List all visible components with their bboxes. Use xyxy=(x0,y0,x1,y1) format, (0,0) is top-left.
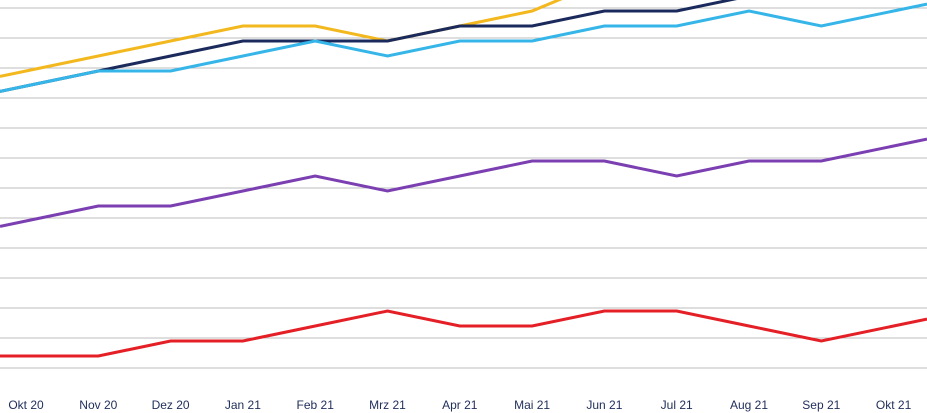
x-tick-label: Mai 21 xyxy=(514,398,550,412)
x-tick-label: Jul 21 xyxy=(661,398,693,412)
x-tick-label: Nov 20 xyxy=(79,398,117,412)
x-tick-label: Okt 20 xyxy=(8,398,44,412)
series-line-2 xyxy=(0,0,738,93)
series-line-5 xyxy=(0,309,927,358)
x-tick-label: Sep 21 xyxy=(802,398,840,412)
x-tick-label: Aug 21 xyxy=(730,398,768,412)
x-tick-label: Apr 21 xyxy=(442,398,478,412)
x-tick-label: Jun 21 xyxy=(586,398,622,412)
series-lines xyxy=(0,0,927,358)
gridlines xyxy=(0,7,927,369)
x-tick-label: Okt 21 xyxy=(876,398,912,412)
x-axis-tick-labels: Okt 20 Nov 20 Dez 20 Jan 21 Feb 21 Mrz 21 Apr … xyxy=(8,398,911,412)
x-tick-label: Mrz 21 xyxy=(369,398,406,412)
series-line-3 xyxy=(0,2,927,93)
x-tick-label: Dez 20 xyxy=(152,398,190,412)
series-line-4 xyxy=(0,137,927,228)
x-tick-label: Feb 21 xyxy=(297,398,335,412)
x-tick-label: Jan 21 xyxy=(225,398,261,412)
